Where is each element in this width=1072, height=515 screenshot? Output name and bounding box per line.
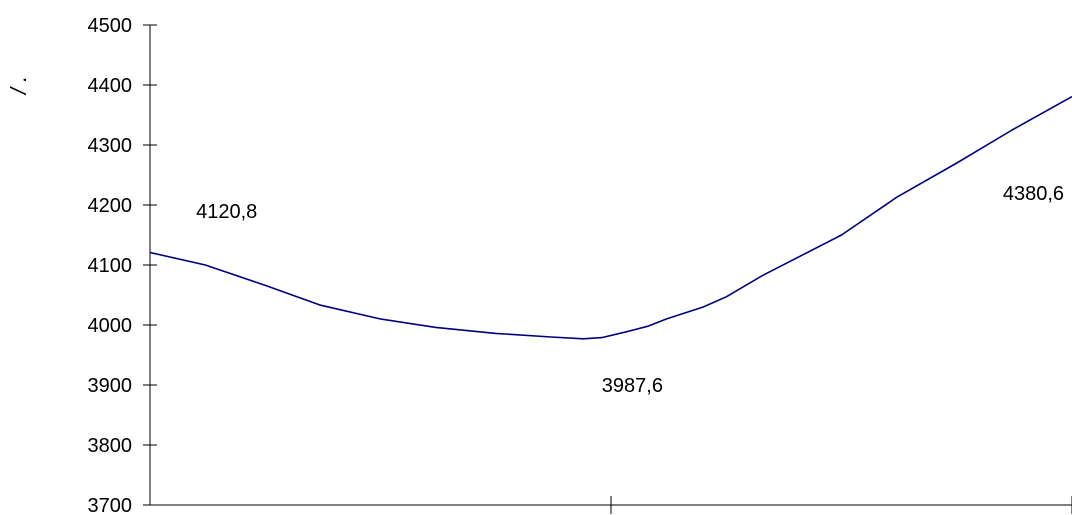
series-layer bbox=[149, 95, 1072, 340]
y-axis-label: / . bbox=[6, 76, 31, 96]
y-tick-label: 4300 bbox=[88, 135, 133, 157]
y-tick-label: 4500 bbox=[88, 15, 133, 37]
series-line bbox=[149, 95, 1072, 340]
data-label: 4120,8 bbox=[196, 201, 257, 223]
y-tick-label: 3900 bbox=[88, 375, 133, 397]
y-tick-label: 4200 bbox=[88, 195, 133, 217]
y-tick-label: 4000 bbox=[88, 315, 133, 337]
data-label: 3987,6 bbox=[602, 375, 663, 397]
data-label: 4380,6 bbox=[1003, 183, 1064, 205]
y-axis-ticks: 3700 3800 3900 4000 4100 4200 4300 4400 4500 bbox=[88, 15, 157, 515]
y-tick-label: 4400 bbox=[88, 75, 133, 97]
x-axis-ticks bbox=[610, 496, 1072, 514]
y-tick-label: 3800 bbox=[88, 435, 133, 457]
data-labels: 4120,8 3987,6 4380,6 bbox=[196, 183, 1064, 397]
y-tick-label: 3700 bbox=[88, 495, 133, 515]
y-tick-label: 4100 bbox=[88, 255, 133, 277]
